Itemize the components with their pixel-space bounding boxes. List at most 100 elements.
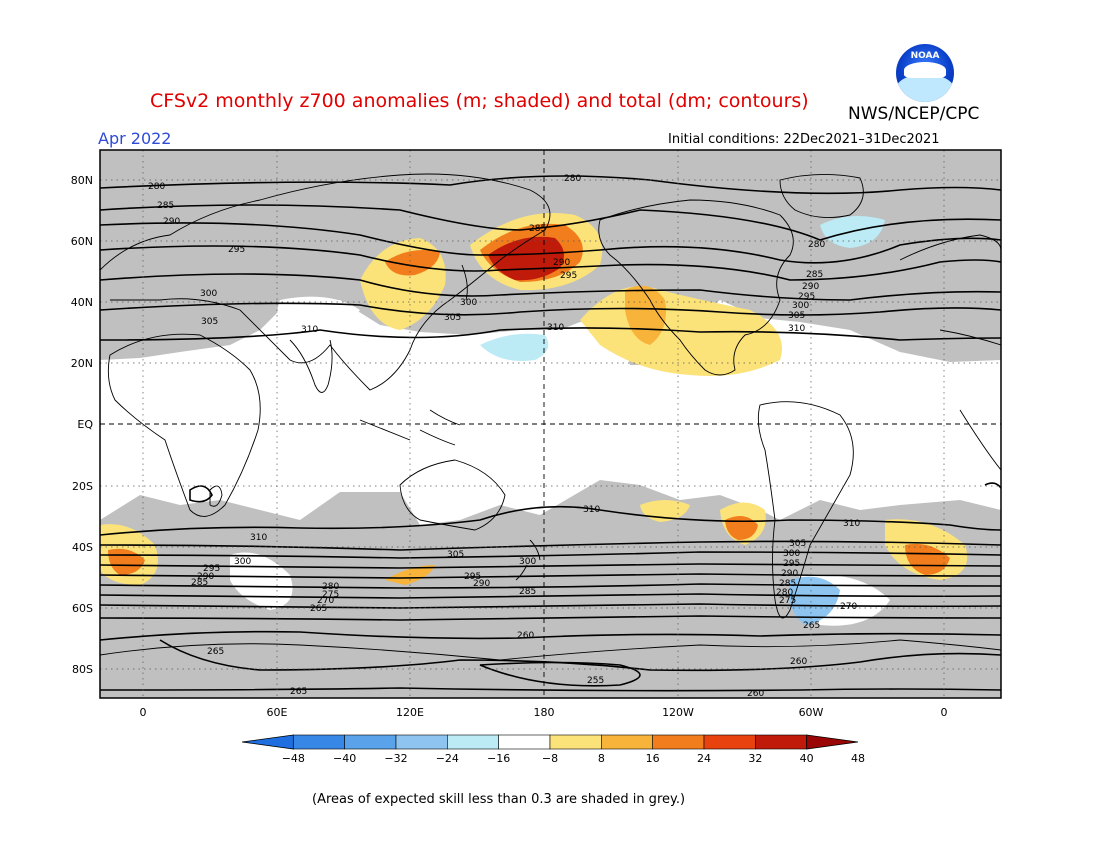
contour-label-285-d: 285 — [191, 578, 208, 588]
contour-275-south — [100, 603, 1001, 609]
coast-india — [289, 339, 333, 393]
contour-label-260-b: 260 — [790, 657, 807, 667]
contour-label-300-e: 300 — [519, 557, 536, 567]
colorbar-tick-label: 40 — [800, 752, 814, 765]
coast-antarctica — [100, 639, 1001, 661]
grey-area-south — [100, 480, 1001, 698]
lat-label-80n: 80N — [71, 174, 93, 187]
contour-285-north — [100, 204, 1001, 241]
colorbar-arrow-left — [241, 734, 294, 750]
contour-295-south — [100, 563, 1001, 569]
contour-label-300-d: 300 — [234, 557, 251, 567]
lon-label-60w: 60W — [799, 706, 824, 719]
contour-label-285-c: 285 — [806, 270, 823, 280]
contour-label-275-a: 275 — [322, 590, 339, 600]
contour-label-305-b: 305 — [444, 313, 461, 323]
coast-europe-east-edge — [899, 234, 1001, 261]
colorbar-swatch — [447, 734, 499, 750]
contour-label-290-a: 290 — [163, 217, 180, 227]
map-frame — [99, 149, 1002, 699]
coastlines — [100, 173, 1001, 661]
lon-label-120e: 120E — [396, 706, 424, 719]
contour-label-280-b: 280 — [564, 174, 581, 184]
colorbar-tick-label: 8 — [598, 752, 605, 765]
logo-text: NOAA — [910, 51, 940, 61]
organization-label: NWS/NCEP/CPC — [848, 104, 980, 124]
contour-290-north — [100, 222, 1001, 264]
contour-label-310-d: 310 — [250, 533, 267, 543]
colorbar-tick-label: −8 — [542, 752, 558, 765]
colorbar-swatch — [395, 734, 448, 750]
contour-label-260-a: 260 — [517, 631, 534, 641]
contour-310-south — [100, 505, 1001, 536]
colorbar-swatch — [293, 734, 345, 750]
contour-300-north — [100, 273, 1001, 301]
contour-label-285-a: 285 — [157, 201, 174, 211]
contour-label-295-d: 295 — [203, 564, 220, 574]
longitude-labels: 0 60E 120E 180 120W 60W 0 — [140, 706, 948, 719]
contour-label-290-f: 290 — [781, 569, 798, 579]
colorbar-swatch — [703, 734, 756, 750]
contour-300-south — [100, 551, 1001, 559]
contour-label-290-d: 290 — [197, 572, 214, 582]
coast-madagascar — [209, 485, 223, 507]
contour-label-280-d: 280 — [322, 582, 339, 592]
contour-label-265-b: 265 — [207, 647, 224, 657]
logo-wave — [896, 74, 954, 102]
contour-label-295-b: 295 — [560, 271, 577, 281]
contour-label-310-c: 310 — [788, 324, 805, 334]
colorbar-swatch — [652, 734, 705, 750]
colorbar-swatch — [601, 734, 653, 750]
lat-label-40n: 40N — [71, 296, 93, 309]
contour-label-265-c: 265 — [290, 687, 307, 697]
contour-label-255-a: 255 — [587, 676, 604, 686]
colorbar-tick-label: 48 — [851, 752, 865, 765]
contour-label-265-a: 265 — [310, 604, 327, 614]
contour-label-285-f: 285 — [779, 579, 796, 589]
colorbar-tick-label: −48 — [282, 752, 305, 765]
contour-label-295-e: 295 — [464, 572, 481, 582]
contour-label-310-a: 310 — [301, 325, 318, 335]
contour-305-north — [100, 302, 1001, 316]
contour-label-265-d: 265 — [803, 621, 820, 631]
coast-south-america — [757, 401, 854, 619]
contour-285-south — [100, 583, 1001, 589]
contour-label-310-b: 310 — [547, 323, 564, 333]
contour-label-285-b: 285 — [529, 224, 546, 234]
white-patch-north-1 — [277, 296, 360, 335]
contour-label-305-c: 305 — [788, 311, 805, 321]
contour-label-290-e: 290 — [473, 579, 490, 589]
colorbar-tick-label: 16 — [646, 752, 660, 765]
contour-255-south — [479, 661, 641, 687]
coast-north-america — [598, 199, 794, 376]
contour-265-polar — [100, 687, 1001, 692]
contour-label-305-e: 305 — [789, 539, 806, 549]
colorbar-swatch — [344, 734, 397, 750]
logo-bird — [904, 62, 946, 78]
coast-greenland — [779, 174, 864, 219]
contour-label-295-c: 295 — [798, 292, 815, 302]
contour-270-south — [100, 615, 1001, 621]
anomaly-europe-core — [385, 249, 440, 276]
contour-295-north — [100, 245, 1001, 281]
coast-africa — [107, 333, 261, 517]
contour-305-south — [100, 540, 1001, 551]
contour-280-south — [100, 593, 1001, 599]
lat-label-eq: EQ — [77, 418, 93, 431]
contours — [100, 175, 1001, 692]
latitude-labels: 80N 60N 40N 20N EQ 20S 40S 60S 80S — [71, 174, 94, 676]
lon-label-120w: 120W — [662, 706, 694, 719]
contour-label-295-a: 295 — [228, 245, 245, 255]
colorbar-swatch — [755, 734, 807, 750]
map-shading: 280 280 285 285 290 290 295 295 300 300 … — [100, 150, 1001, 699]
contour-label-280-e: 280 — [776, 588, 793, 598]
contour-label-300-a: 300 — [200, 289, 217, 299]
lat-label-60n: 60N — [71, 235, 93, 248]
coast-australia — [399, 459, 506, 531]
contour-label-290-c: 290 — [802, 282, 819, 292]
contour-280-north — [100, 175, 1001, 195]
contour-label-260-c: 260 — [747, 689, 764, 699]
contour-label-270-a: 270 — [317, 596, 334, 606]
coast-indonesia — [359, 409, 461, 446]
grid-lines — [100, 150, 1001, 698]
